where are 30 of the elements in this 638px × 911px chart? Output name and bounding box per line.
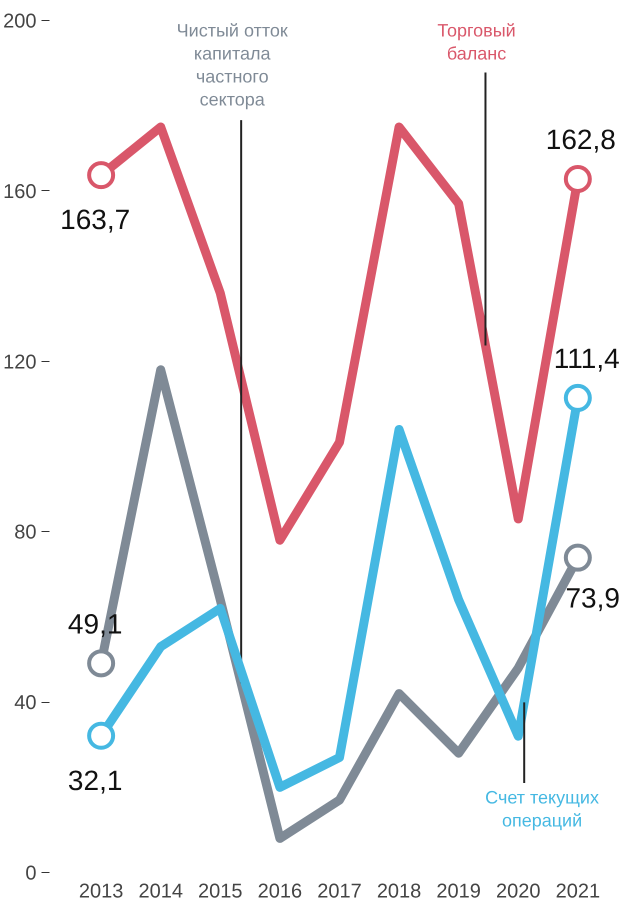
text: Чистый отток капитала частного сектора — [176, 20, 288, 110]
x-tick-label: 2014 — [138, 880, 183, 902]
x-tick-label: 2021 — [556, 880, 600, 902]
x-tick-label: 2013 — [78, 880, 124, 902]
point — [564, 164, 592, 193]
x-tick-label: 2015 — [198, 880, 243, 902]
y-tick-label: 40 — [14, 692, 37, 714]
x-tick-label: 2018 — [376, 880, 422, 902]
data-label: 73,9 — [565, 582, 620, 614]
data-label: 49,1 — [68, 608, 122, 640]
x-tick-label: 2019 — [436, 880, 481, 902]
y-tick-label: 80 — [14, 522, 37, 544]
point — [87, 722, 116, 750]
y-tick-label: 0 — [25, 862, 36, 884]
data-label: 163,7 — [60, 204, 130, 236]
text: Торговый баланс — [437, 20, 516, 64]
point — [564, 384, 592, 412]
point — [564, 544, 592, 572]
x-tick-label: 2017 — [317, 880, 362, 902]
x-tick-label: 2020 — [496, 880, 540, 902]
x-tick-label: 2016 — [258, 880, 302, 902]
data-label: 162,8 — [546, 124, 616, 156]
point — [87, 649, 116, 678]
y-tick-label: 160 — [3, 180, 37, 203]
data-label: 111,4 — [554, 343, 620, 374]
data-label: 32,1 — [68, 764, 122, 796]
y-tick-label: 120 — [3, 351, 37, 374]
text: Счет текущих операций — [485, 787, 599, 830]
y-tick-label: 200 — [3, 10, 37, 32]
point — [87, 161, 116, 190]
